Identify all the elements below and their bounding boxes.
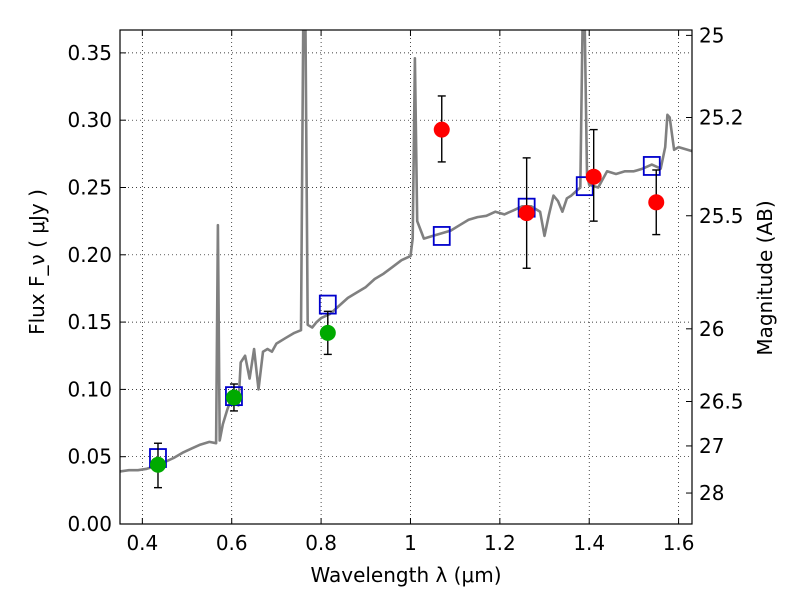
series-layer [120, 30, 692, 489]
red-data-point [585, 168, 602, 185]
green-data-point [225, 389, 242, 406]
x-tick-label: 1.4 [573, 531, 605, 555]
y-tick-label: 0.35 [67, 41, 112, 65]
x-tick-label: 1.2 [484, 531, 516, 555]
x-tick-label: 0.8 [305, 531, 337, 555]
axis-ticks: 0.4 0.6 0.8 1 1.2 1.4 1.6 0.00 0.05 0.10 0.15 0.20 0… [67, 23, 743, 555]
right-tick-label: 25.5 [699, 204, 744, 228]
right-tick-label: 25.2 [699, 105, 744, 129]
green-data-point [149, 456, 166, 473]
right-axis-label: Magnitude (AB) [753, 200, 777, 355]
right-tick-label: 25 [699, 23, 724, 47]
x-tick-label: 1.6 [663, 531, 695, 555]
model-square-marker [642, 156, 661, 176]
plot-frame [119, 29, 693, 525]
green-data-point [319, 324, 336, 341]
y-axis-label: Flux F_ν ( μJy ) [25, 189, 49, 335]
x-tick-label: 0.4 [126, 531, 158, 555]
red-data-point [433, 121, 450, 138]
y-tick-label: 0.05 [67, 445, 112, 469]
right-tick-label: 26.5 [699, 390, 744, 414]
x-axis-label: Wavelength λ (μm) [310, 563, 501, 587]
right-tick-label: 27 [699, 434, 724, 458]
x-tick-label: 1 [404, 531, 417, 555]
model-square-marker [575, 176, 594, 197]
y-tick-label: 0.30 [67, 108, 112, 132]
y-tick-label: 0.00 [67, 512, 112, 536]
y-tick-label: 0.25 [67, 175, 112, 199]
model-square-marker [432, 226, 451, 246]
y-tick-label: 0.15 [67, 310, 112, 334]
y-tick-label: 0.10 [67, 377, 112, 401]
red-data-point [648, 194, 665, 211]
right-tick-label: 28 [699, 481, 724, 505]
right-tick-label: 26 [699, 317, 724, 341]
x-tick-label: 0.6 [216, 531, 248, 555]
red-data-point [518, 205, 535, 222]
y-tick-label: 0.20 [67, 243, 112, 267]
